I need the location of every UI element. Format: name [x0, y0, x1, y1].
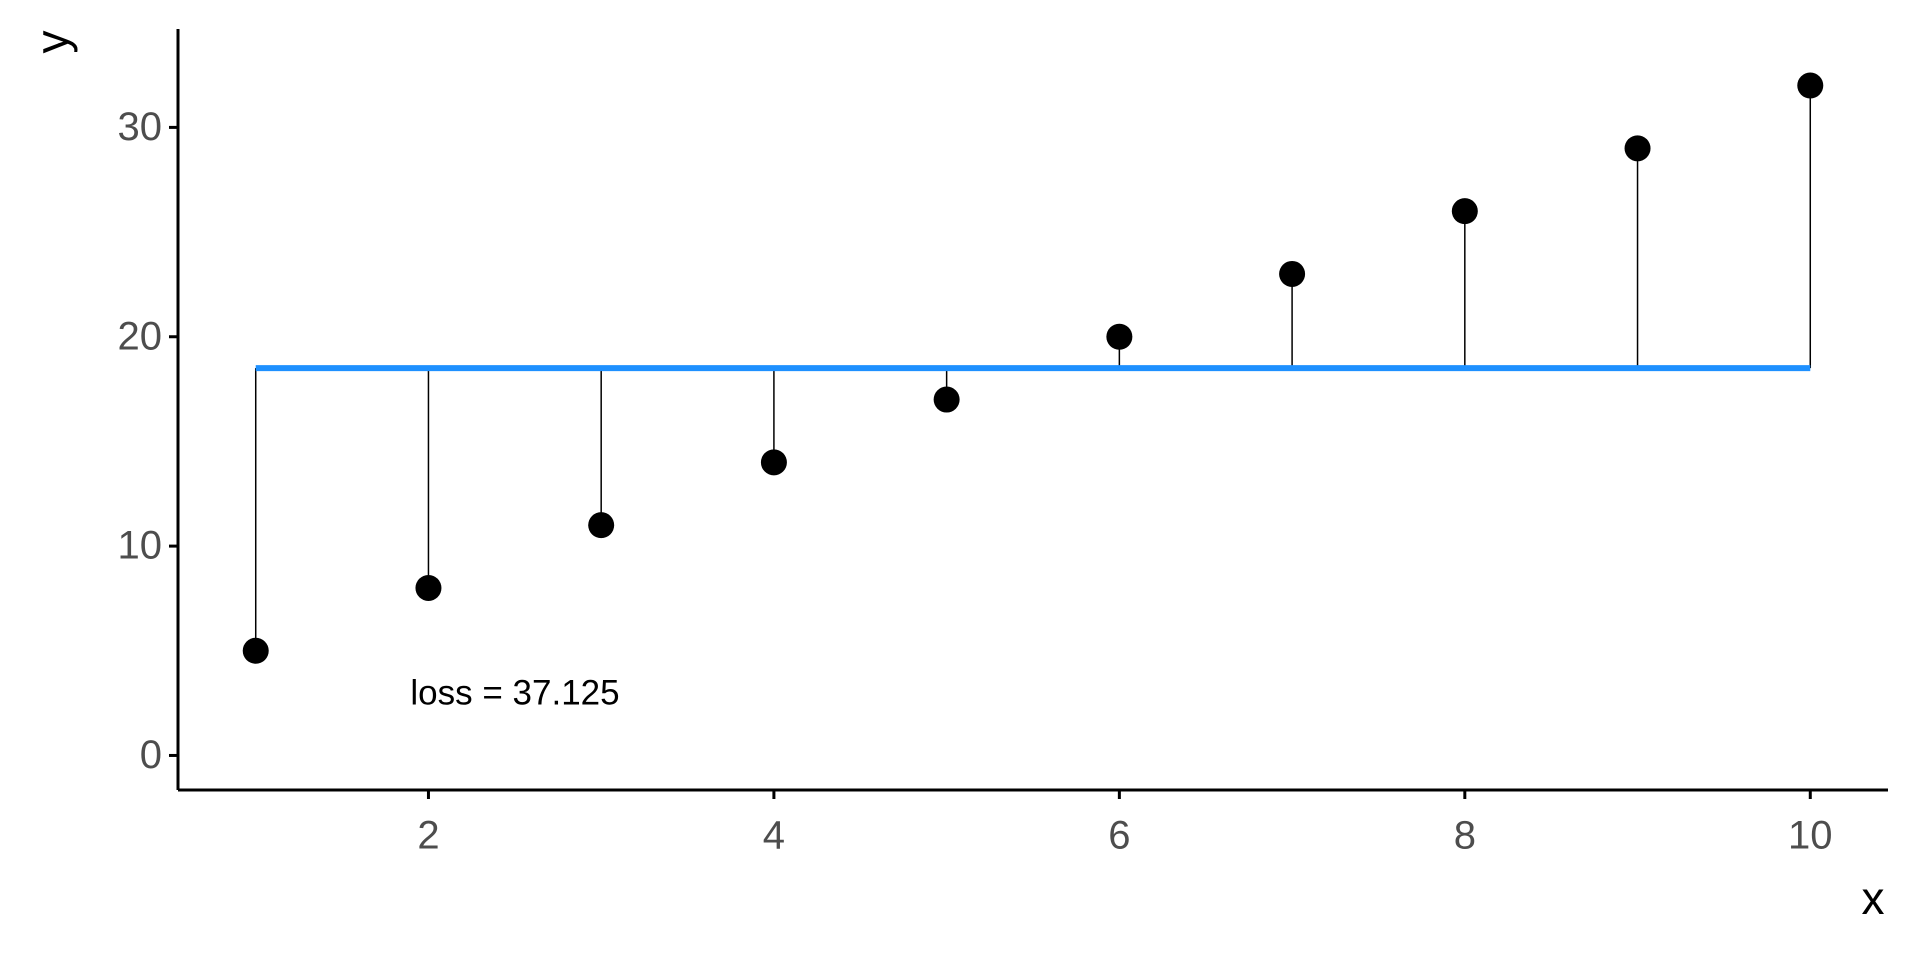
- annotation: loss = 37.125: [410, 673, 619, 712]
- y-tick-label: 0: [140, 733, 162, 777]
- y-axis-label: y: [26, 31, 78, 54]
- x-axis-label: x: [1862, 872, 1885, 924]
- x-tick-label: 4: [763, 814, 785, 858]
- x-tick-label: 10: [1788, 814, 1833, 858]
- y-tick-label: 10: [118, 524, 163, 568]
- point: [415, 574, 442, 601]
- point: [242, 637, 269, 664]
- point: [588, 512, 615, 539]
- point: [1279, 260, 1306, 287]
- y-tick-label: 20: [118, 314, 163, 358]
- point: [760, 449, 787, 476]
- point: [1451, 198, 1478, 225]
- x-tick-label: 6: [1108, 814, 1130, 858]
- x-tick-label: 8: [1454, 814, 1476, 858]
- point: [1797, 72, 1824, 99]
- point: [1624, 135, 1651, 162]
- point: [1106, 323, 1133, 350]
- point: [933, 386, 960, 413]
- y-tick-label: 30: [118, 105, 163, 149]
- x-tick-label: 2: [417, 814, 439, 858]
